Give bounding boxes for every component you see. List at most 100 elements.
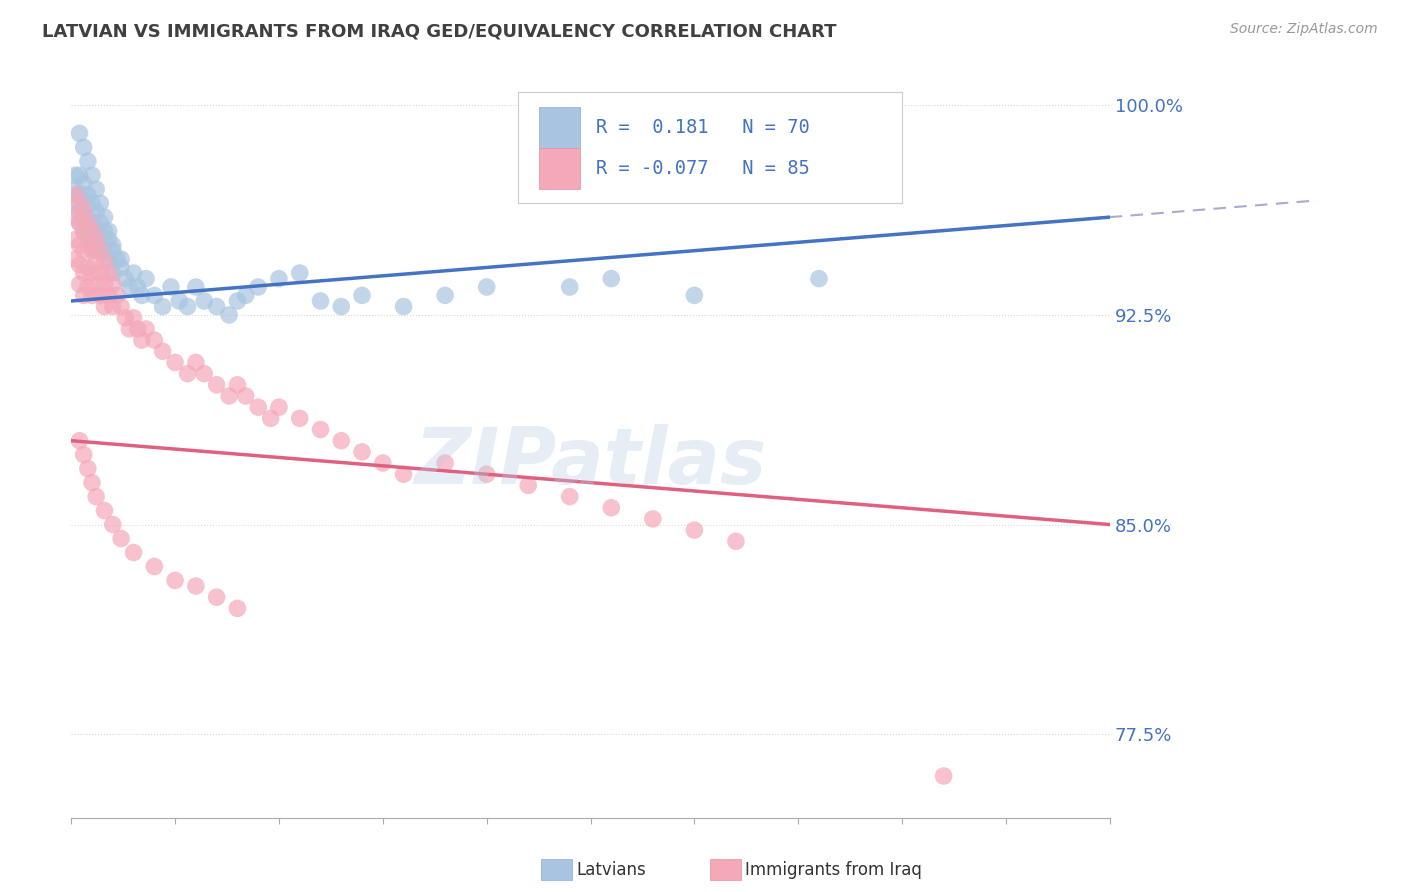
Point <box>135 271 157 285</box>
Point <box>89 196 111 211</box>
Text: Source: ZipAtlas.com: Source: ZipAtlas.com <box>1230 22 1378 37</box>
Point <box>93 300 115 314</box>
Point <box>97 266 120 280</box>
Point <box>600 271 623 285</box>
Point <box>165 574 187 588</box>
Point <box>101 266 124 280</box>
Point <box>84 255 107 269</box>
Point <box>218 308 240 322</box>
Point <box>97 252 120 266</box>
Point <box>152 344 174 359</box>
Point <box>73 244 96 258</box>
Point <box>80 168 103 182</box>
Point <box>65 187 87 202</box>
Text: Latvians: Latvians <box>576 861 647 879</box>
Point <box>93 277 115 292</box>
Point <box>76 238 98 252</box>
Point <box>184 355 207 369</box>
FancyBboxPatch shape <box>538 107 581 148</box>
Point <box>80 238 103 252</box>
Point <box>267 400 290 414</box>
Point <box>76 229 98 244</box>
Point <box>65 196 87 211</box>
Point <box>118 280 141 294</box>
Point <box>193 293 215 308</box>
Point <box>69 216 91 230</box>
Point <box>114 310 136 325</box>
Point <box>73 288 96 302</box>
Point <box>235 288 257 302</box>
Point <box>218 389 240 403</box>
Point <box>80 475 103 490</box>
Point <box>97 288 120 302</box>
Point <box>65 210 87 224</box>
Point <box>89 238 111 252</box>
Point <box>101 277 124 292</box>
Point <box>69 434 91 448</box>
Point <box>932 769 955 783</box>
Point <box>160 280 183 294</box>
Point <box>392 300 415 314</box>
Text: Immigrants from Iraq: Immigrants from Iraq <box>745 861 922 879</box>
Point <box>350 288 373 302</box>
Point <box>205 377 228 392</box>
Point <box>143 333 166 347</box>
Point <box>69 126 91 140</box>
Point <box>135 322 157 336</box>
Point <box>65 252 87 266</box>
Point <box>101 517 124 532</box>
Point <box>114 271 136 285</box>
Point <box>84 244 107 258</box>
Point <box>93 255 115 269</box>
Point <box>600 500 623 515</box>
Point <box>73 266 96 280</box>
Point <box>73 177 96 191</box>
Point <box>558 490 581 504</box>
Point <box>80 288 103 302</box>
FancyBboxPatch shape <box>517 92 903 203</box>
Point <box>65 182 87 196</box>
Point <box>309 293 332 308</box>
Point <box>110 260 132 275</box>
Point <box>176 300 198 314</box>
Point <box>84 490 107 504</box>
Point <box>641 512 664 526</box>
Point <box>73 194 96 208</box>
Point <box>84 204 107 219</box>
Point <box>69 196 91 211</box>
Point <box>89 216 111 230</box>
Point <box>110 252 132 266</box>
Point <box>89 266 111 280</box>
Point <box>259 411 281 425</box>
Point <box>184 280 207 294</box>
Point <box>84 224 107 238</box>
Text: ZIPatlas: ZIPatlas <box>415 425 766 500</box>
Point <box>84 182 107 196</box>
Point <box>73 140 96 154</box>
Point <box>73 224 96 238</box>
Point <box>143 288 166 302</box>
Point <box>330 434 353 448</box>
Point <box>76 187 98 202</box>
Point <box>127 322 149 336</box>
Text: R =  0.181   N = 70: R = 0.181 N = 70 <box>596 119 810 137</box>
Point <box>65 233 87 247</box>
Point <box>131 288 153 302</box>
Point <box>93 244 115 258</box>
Point <box>517 478 540 492</box>
Point <box>127 280 149 294</box>
Point <box>184 579 207 593</box>
Point <box>165 355 187 369</box>
Point <box>73 204 96 219</box>
Point <box>101 238 124 252</box>
Point <box>101 300 124 314</box>
Point <box>205 590 228 604</box>
Point <box>69 216 91 230</box>
Point <box>97 233 120 247</box>
Point <box>73 210 96 224</box>
Point <box>724 534 747 549</box>
Point <box>89 288 111 302</box>
Point <box>288 266 311 280</box>
Point <box>80 196 103 211</box>
Point <box>80 224 103 238</box>
